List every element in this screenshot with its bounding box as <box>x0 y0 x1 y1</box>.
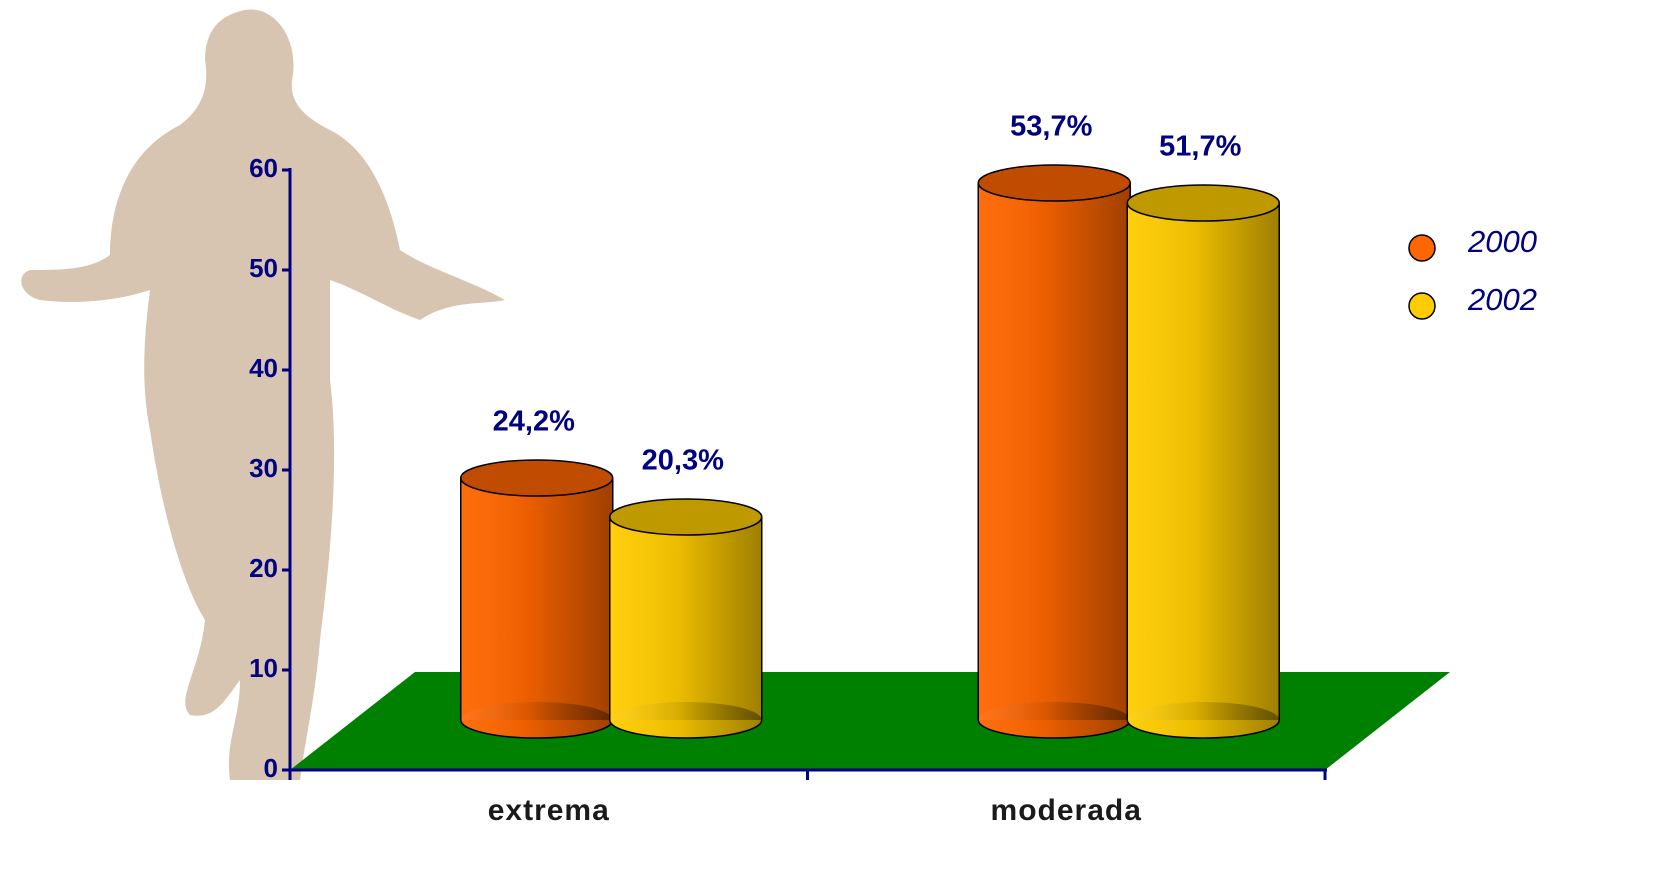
bar-top-shade <box>978 165 1131 201</box>
y-tick-label: 20 <box>249 553 278 583</box>
value-label: 24,2% <box>493 406 575 438</box>
y-tick-label: 40 <box>249 353 278 383</box>
bar-shade <box>609 517 762 720</box>
bar-top <box>1126 184 1280 222</box>
bar-top <box>977 164 1131 202</box>
legend-marker <box>1408 234 1436 262</box>
value-label: 20,3% <box>642 445 724 477</box>
value-label: 51,7% <box>1159 131 1241 163</box>
value-label: 53,7% <box>1010 111 1092 143</box>
bar-top <box>460 459 614 497</box>
legend-marker <box>1408 292 1436 320</box>
bar-bottom-shade <box>1127 702 1280 738</box>
legend-label: 2000 <box>1467 224 1537 259</box>
bar-shade <box>978 183 1131 720</box>
bar-top <box>609 498 763 536</box>
bar-top-shade <box>1127 185 1280 221</box>
silhouette <box>21 9 506 780</box>
y-tick-label: 60 <box>249 153 278 183</box>
y-tick-label: 50 <box>249 253 278 283</box>
bar-bottom-shade <box>978 702 1131 738</box>
x-tick-label: extrema <box>488 794 610 827</box>
bar-shade <box>460 478 613 720</box>
y-tick-label: 0 <box>264 753 278 783</box>
legend-label: 2002 <box>1467 282 1537 317</box>
y-tick-label: 10 <box>249 653 278 683</box>
bar-bottom-shade <box>460 702 613 738</box>
bar-shade <box>1127 203 1280 720</box>
bar-top-shade <box>609 499 762 535</box>
y-tick-label: 30 <box>249 453 278 483</box>
bar-bottom-shade <box>609 702 762 738</box>
x-tick-label: moderada <box>991 794 1142 827</box>
bar-top-shade <box>460 460 613 496</box>
